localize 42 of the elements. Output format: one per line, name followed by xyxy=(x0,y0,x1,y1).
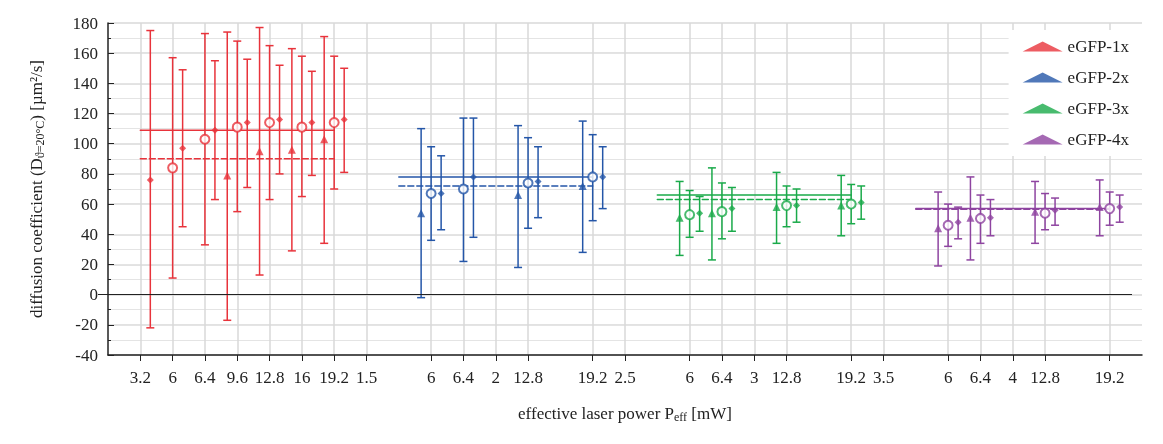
x-tick-label: 19.2 xyxy=(1094,368,1125,387)
x-tick-label: 4 xyxy=(1008,368,1018,387)
y-tick-label: 140 xyxy=(72,73,98,93)
y-tick-label: -20 xyxy=(75,315,98,335)
legend-label: eGFP-3x xyxy=(1067,99,1130,118)
x-tick-label: 3.5 xyxy=(872,368,895,387)
y-tick-label: 180 xyxy=(72,13,98,33)
x-tick-label: 12.8 xyxy=(771,368,802,387)
y-tick-label: 120 xyxy=(72,104,98,124)
x-tick-label: 12.8 xyxy=(254,368,285,387)
x-tick-label: 3 xyxy=(750,368,759,387)
legend-label: eGFP-2x xyxy=(1067,68,1130,87)
x-tick-label: 6.4 xyxy=(711,368,734,387)
y-tick-label: 0 xyxy=(89,285,98,305)
x-tick-label: 19.2 xyxy=(319,368,350,387)
y-tick-label: -40 xyxy=(75,345,98,365)
x-tick-label: 3.2 xyxy=(129,368,151,387)
x-tick-label: 2.5 xyxy=(614,368,636,387)
y-tick-label: 100 xyxy=(72,134,98,154)
x-tick-label: 19.2 xyxy=(836,368,867,387)
x-tick-label: 6 xyxy=(426,368,436,387)
x-tick-label: 6 xyxy=(685,368,694,387)
y-tick-label: 160 xyxy=(72,43,98,63)
y-tick-label: 60 xyxy=(81,194,98,214)
x-tick-label: 6 xyxy=(943,368,953,387)
x-tick-label: 6 xyxy=(168,368,177,387)
y-tick-label: 40 xyxy=(81,224,98,244)
x-tick-label: 19.2 xyxy=(577,368,608,387)
x-tick-label: 16 xyxy=(293,368,311,387)
x-tick-label: 9.6 xyxy=(226,368,248,387)
legend-label: eGFP-1x xyxy=(1067,37,1130,56)
x-tick-label: 12.8 xyxy=(513,368,543,387)
x-tick-label: 1.5 xyxy=(355,368,378,387)
x-tick-label: 2 xyxy=(491,368,500,387)
x-tick-label: 6.4 xyxy=(194,368,217,387)
y-tick-label: 80 xyxy=(81,164,98,184)
x-tick-label: 12.8 xyxy=(1030,368,1060,387)
legend-label: eGFP-4x xyxy=(1067,130,1130,149)
y-tick-label: 20 xyxy=(81,254,98,274)
y-axis-title: diffusion coefficient (Dϑ=20°C) [µm²/s] xyxy=(26,59,47,319)
x-tick-label: 6.4 xyxy=(452,368,475,387)
x-tick-label: 6.4 xyxy=(969,368,992,387)
